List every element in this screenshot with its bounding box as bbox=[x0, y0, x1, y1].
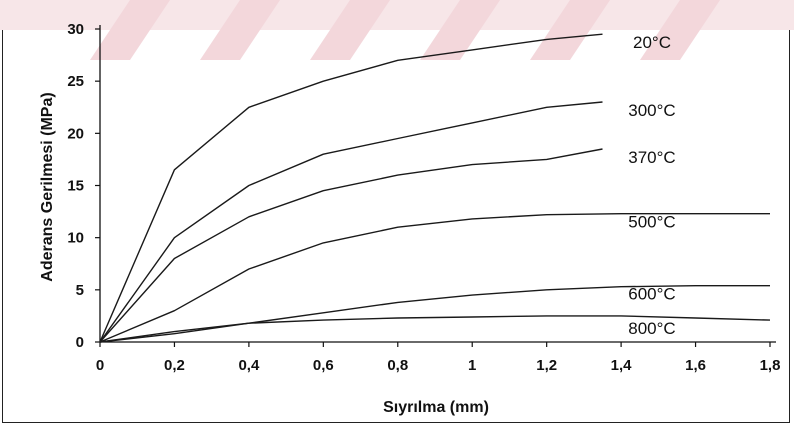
x-axis-title: Sıyrılma (mm) bbox=[383, 399, 489, 416]
series-label: 800°C bbox=[628, 319, 675, 338]
y-tick-label: 20 bbox=[67, 125, 84, 142]
series-label: 300°C bbox=[628, 101, 675, 120]
x-tick-label: 0,6 bbox=[313, 357, 334, 374]
x-tick-label: 0,4 bbox=[238, 357, 260, 374]
y-tick-label: 10 bbox=[67, 230, 84, 247]
tick-labels: 0 0,2 0,4 0,6 0,8 1 1,2 1,4 1,6 1,8 0 5 10 15 20 25 30 bbox=[67, 21, 780, 374]
x-tick-label: 1 bbox=[468, 357, 476, 374]
series-label: 600°C bbox=[628, 285, 675, 304]
x-tick-label: 0,8 bbox=[387, 357, 408, 374]
x-tick-label: 1,2 bbox=[536, 357, 557, 374]
y-tick-label: 5 bbox=[76, 282, 84, 299]
series-line bbox=[99, 285, 770, 343]
x-tick-label: 1,6 bbox=[685, 357, 706, 374]
series-labels: 20°C 300°C 370°C 500°C 600°C 800°C bbox=[628, 33, 675, 338]
x-tick-label: 1,4 bbox=[611, 357, 633, 374]
y-tick-label: 0 bbox=[76, 334, 84, 351]
axes bbox=[95, 25, 776, 347]
y-axis-title: Aderans Gerilmesi (MPa) bbox=[39, 92, 56, 281]
watermark-background bbox=[0, 0, 794, 60]
x-tick-label: 0 bbox=[96, 357, 104, 374]
series-lines bbox=[99, 33, 771, 343]
series-line bbox=[99, 212, 770, 343]
series-label: 370°C bbox=[628, 148, 675, 167]
y-tick-label: 25 bbox=[67, 73, 84, 90]
chart-frame bbox=[2, 2, 790, 423]
series-line bbox=[99, 101, 603, 343]
series-label: 20°C bbox=[633, 33, 671, 52]
series-label: 500°C bbox=[628, 213, 675, 232]
series-line bbox=[99, 148, 603, 343]
x-tick-label: 0,2 bbox=[164, 357, 185, 374]
x-tick-label: 1,8 bbox=[760, 357, 781, 374]
y-tick-label: 15 bbox=[67, 178, 84, 195]
y-tick-label: 30 bbox=[67, 21, 84, 38]
series-line bbox=[99, 315, 771, 343]
series-line bbox=[99, 33, 603, 343]
